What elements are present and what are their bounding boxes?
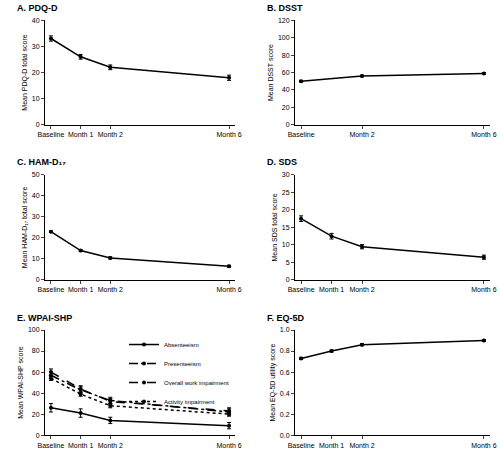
svg-text:Month 6: Month 6 bbox=[471, 442, 496, 449]
svg-text:Mean EQ-5D utility score: Mean EQ-5D utility score bbox=[269, 344, 277, 422]
svg-text:Month 6: Month 6 bbox=[216, 131, 241, 138]
svg-text:120: 120 bbox=[278, 17, 290, 24]
svg-text:Month 2: Month 2 bbox=[349, 286, 374, 293]
svg-text:Month 6: Month 6 bbox=[216, 442, 241, 449]
svg-text:Month 6: Month 6 bbox=[216, 286, 241, 293]
svg-text:25: 25 bbox=[282, 189, 290, 196]
svg-text:0.2: 0.2 bbox=[280, 411, 290, 418]
svg-text:F. EQ-5D: F. EQ-5D bbox=[267, 313, 305, 323]
svg-text:80: 80 bbox=[282, 52, 290, 59]
svg-text:Month 2: Month 2 bbox=[98, 131, 123, 138]
svg-text:40: 40 bbox=[32, 17, 40, 24]
svg-text:Month 1: Month 1 bbox=[68, 131, 93, 138]
svg-text:10: 10 bbox=[32, 95, 40, 102]
svg-text:Month 2: Month 2 bbox=[98, 286, 123, 293]
svg-text:Month 1: Month 1 bbox=[319, 286, 344, 293]
svg-text:0.0: 0.0 bbox=[280, 432, 290, 439]
svg-text:30: 30 bbox=[32, 213, 40, 220]
svg-text:Absenteeism: Absenteeism bbox=[164, 342, 199, 348]
svg-text:D. SDS: D. SDS bbox=[267, 157, 297, 167]
svg-text:Mean HAM-D₁₇ total score: Mean HAM-D₁₇ total score bbox=[21, 187, 28, 269]
svg-text:40: 40 bbox=[32, 390, 40, 397]
svg-text:C. HAM-D₁₇: C. HAM-D₁₇ bbox=[17, 157, 66, 167]
svg-text:Presenteeism: Presenteeism bbox=[164, 361, 201, 367]
svg-text:20: 20 bbox=[32, 234, 40, 241]
svg-text:Baseline: Baseline bbox=[288, 286, 315, 293]
svg-text:40: 40 bbox=[32, 192, 40, 199]
svg-text:Month 1: Month 1 bbox=[319, 442, 344, 449]
svg-text:100: 100 bbox=[278, 34, 290, 41]
svg-text:0.4: 0.4 bbox=[280, 390, 290, 397]
svg-text:0: 0 bbox=[36, 121, 40, 128]
svg-text:80: 80 bbox=[32, 347, 40, 354]
svg-text:1.0: 1.0 bbox=[280, 326, 290, 333]
svg-text:Month 2: Month 2 bbox=[349, 442, 374, 449]
svg-text:Mean WPAI-SHP score: Mean WPAI-SHP score bbox=[17, 346, 24, 419]
svg-text:Baseline: Baseline bbox=[38, 442, 65, 449]
svg-text:Baseline: Baseline bbox=[288, 131, 315, 138]
svg-text:0: 0 bbox=[286, 276, 290, 283]
svg-text:Mean SDS total score: Mean SDS total score bbox=[271, 193, 278, 261]
svg-text:0: 0 bbox=[36, 276, 40, 283]
svg-text:50: 50 bbox=[32, 171, 40, 178]
svg-text:20: 20 bbox=[32, 411, 40, 418]
svg-text:0.6: 0.6 bbox=[280, 369, 290, 376]
svg-text:30: 30 bbox=[32, 43, 40, 50]
svg-text:Activity impairment: Activity impairment bbox=[164, 399, 215, 405]
svg-text:Month 6: Month 6 bbox=[471, 131, 496, 138]
svg-text:20: 20 bbox=[282, 104, 290, 111]
svg-text:Month 1: Month 1 bbox=[68, 442, 93, 449]
svg-text:Baseline: Baseline bbox=[38, 131, 65, 138]
svg-text:60: 60 bbox=[32, 369, 40, 376]
svg-text:10: 10 bbox=[32, 255, 40, 262]
svg-text:20: 20 bbox=[32, 69, 40, 76]
svg-text:20: 20 bbox=[282, 206, 290, 213]
svg-text:Month 1: Month 1 bbox=[68, 286, 93, 293]
svg-text:E. WPAI-SHP: E. WPAI-SHP bbox=[17, 313, 72, 323]
svg-text:5: 5 bbox=[286, 259, 290, 266]
svg-text:40: 40 bbox=[282, 86, 290, 93]
svg-text:0: 0 bbox=[36, 432, 40, 439]
svg-text:100: 100 bbox=[28, 326, 40, 333]
svg-text:Overall work impairment: Overall work impairment bbox=[164, 380, 229, 386]
svg-text:0.8: 0.8 bbox=[280, 347, 290, 354]
svg-text:Baseline: Baseline bbox=[288, 442, 315, 449]
svg-text:Month 2: Month 2 bbox=[349, 131, 374, 138]
svg-text:60: 60 bbox=[282, 69, 290, 76]
svg-text:Mean DSST score: Mean DSST score bbox=[267, 44, 274, 101]
svg-text:A. PDQ-D: A. PDQ-D bbox=[17, 3, 58, 13]
svg-text:B. DSST: B. DSST bbox=[267, 3, 303, 13]
svg-text:15: 15 bbox=[282, 224, 290, 231]
svg-text:Mean PDQ-D total score: Mean PDQ-D total score bbox=[21, 34, 29, 110]
svg-text:30: 30 bbox=[282, 171, 290, 178]
svg-text:0: 0 bbox=[286, 121, 290, 128]
svg-text:Month 6: Month 6 bbox=[471, 286, 496, 293]
svg-text:Month 2: Month 2 bbox=[98, 442, 123, 449]
svg-text:10: 10 bbox=[282, 241, 290, 248]
svg-text:Baseline: Baseline bbox=[38, 286, 65, 293]
